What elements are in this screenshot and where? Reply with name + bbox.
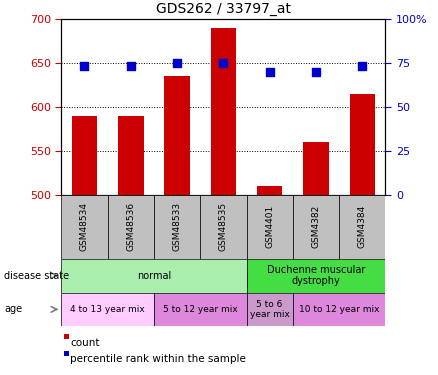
Text: age: age <box>4 304 22 314</box>
Bar <box>247 292 293 326</box>
Point <box>220 60 227 66</box>
Bar <box>293 195 339 259</box>
Bar <box>293 292 385 326</box>
Bar <box>257 186 283 195</box>
Text: disease state: disease state <box>4 271 70 280</box>
Text: normal: normal <box>137 271 171 280</box>
Bar <box>339 195 385 259</box>
Bar <box>350 94 375 195</box>
Point <box>173 60 180 66</box>
Point <box>359 63 366 69</box>
Bar <box>200 195 247 259</box>
Text: percentile rank within the sample: percentile rank within the sample <box>70 354 246 364</box>
Point <box>266 69 273 75</box>
Text: Duchenne muscular
dystrophy: Duchenne muscular dystrophy <box>267 265 365 286</box>
Bar <box>247 195 293 259</box>
Text: 5 to 12 year mix: 5 to 12 year mix <box>163 305 237 314</box>
Bar <box>211 28 236 195</box>
Point <box>81 63 88 69</box>
Text: 4 to 13 year mix: 4 to 13 year mix <box>70 305 145 314</box>
Text: GSM48535: GSM48535 <box>219 202 228 251</box>
Bar <box>303 142 328 195</box>
Text: GSM48536: GSM48536 <box>126 202 135 251</box>
Bar <box>61 195 108 259</box>
Bar <box>118 116 144 195</box>
Bar <box>61 292 154 326</box>
Bar <box>61 259 247 292</box>
Bar <box>72 116 97 195</box>
Bar <box>164 76 190 195</box>
Bar <box>108 195 154 259</box>
Point <box>127 63 134 69</box>
Text: GSM4401: GSM4401 <box>265 205 274 249</box>
Bar <box>247 259 385 292</box>
Text: GSM4382: GSM4382 <box>311 205 321 249</box>
Bar <box>154 195 200 259</box>
Point <box>312 69 319 75</box>
Text: count: count <box>70 338 99 348</box>
Text: 10 to 12 year mix: 10 to 12 year mix <box>299 305 379 314</box>
Title: GDS262 / 33797_at: GDS262 / 33797_at <box>156 2 291 16</box>
Text: 5 to 6
year mix: 5 to 6 year mix <box>250 300 290 319</box>
Text: GSM48534: GSM48534 <box>80 202 89 251</box>
Text: GSM4384: GSM4384 <box>358 205 367 249</box>
Text: GSM48533: GSM48533 <box>173 202 182 251</box>
Bar <box>154 292 247 326</box>
